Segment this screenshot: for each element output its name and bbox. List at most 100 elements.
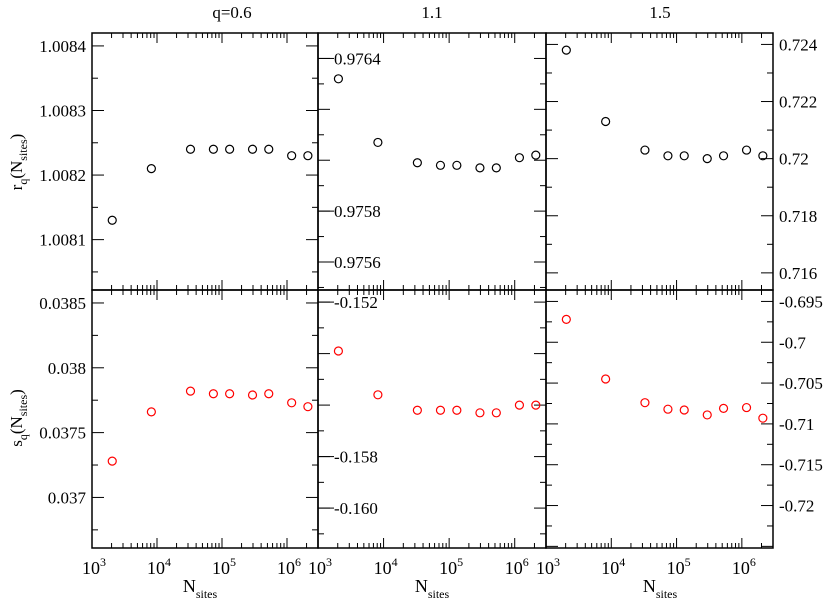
data-point: [679, 151, 689, 161]
data-point: [702, 154, 712, 164]
data-point: [107, 215, 117, 225]
data-point: [475, 163, 485, 173]
panel-bottom-right: 103 104 105 106 -0.72 -0.715 -0.71 -0.705 -0.7 -0…: [536, 289, 823, 578]
data-point: [373, 390, 383, 400]
data-point: [333, 74, 344, 84]
column-title-q11: 1.1: [421, 3, 442, 22]
data-point: [208, 144, 218, 154]
panel-top-right: 0.716 0.718 0.72 0.722 0.724: [545, 32, 818, 291]
data-point: [758, 413, 768, 423]
data-point: [452, 405, 462, 415]
data-point: [531, 400, 541, 410]
x-axis-label-right: Nsites: [643, 576, 678, 601]
data-point: [514, 153, 525, 163]
data-point: [718, 403, 729, 413]
data-point: [452, 160, 462, 170]
x-tick-label: 103: [82, 555, 106, 578]
y-tick-label: 0.72: [779, 150, 809, 169]
y-tick-label: 0.716: [779, 264, 817, 283]
data-point: [412, 158, 422, 168]
y-tick-label: 0.0385: [39, 294, 86, 313]
data-point: [601, 116, 611, 127]
data-point: [303, 151, 313, 161]
data-point: [702, 410, 712, 420]
x-tick-label: 105: [439, 555, 463, 578]
data-point: [264, 389, 274, 399]
plot-frame: [545, 32, 774, 291]
data-point: [640, 145, 650, 155]
data-point: [146, 164, 156, 174]
data-point: [514, 400, 525, 410]
x-tick-label: 105: [667, 555, 691, 578]
panel-top-middle: 0.9756 0.9758 0.9764: [317, 32, 547, 291]
data-point: [208, 389, 218, 399]
x-tick-label: 104: [601, 555, 625, 578]
panel-bottom-left: 103 104 105 106 0.037 0.0375 0.038 0.0385: [39, 289, 319, 578]
y-tick-label: 0.724: [779, 35, 818, 54]
x-tick-label: 106: [732, 555, 756, 578]
y-tick-label: -0.7: [779, 333, 806, 352]
data-point: [225, 389, 235, 399]
x-tick-label: 106: [505, 555, 529, 578]
y-tick-label: -0.158: [334, 448, 378, 467]
y-tick-label: 1.0083: [39, 101, 86, 120]
data-point: [146, 407, 156, 417]
data-point: [412, 405, 422, 415]
data-point: [718, 151, 729, 161]
x-tick-label: 105: [212, 555, 236, 578]
data-point: [640, 398, 650, 408]
column-title-q15: 1.5: [649, 3, 670, 22]
data-point: [247, 390, 258, 400]
x-tick-label: 103: [308, 555, 332, 578]
plot-frame: [91, 289, 319, 549]
data-point: [561, 45, 571, 55]
y-tick-label: -0.71: [779, 415, 814, 434]
column-title-q06: q=0.6: [212, 3, 251, 22]
data-point: [333, 346, 344, 356]
data-point: [264, 144, 274, 154]
panel-bottom-middle: 103 104 105 106 -0.160 -0.158 -0.152: [308, 289, 547, 578]
y-tick-label: -0.160: [334, 499, 378, 518]
data-point: [185, 386, 196, 396]
data-point: [741, 402, 752, 413]
x-tick-label: 104: [374, 555, 398, 578]
y-tick-label: 0.038: [48, 359, 86, 378]
panel-top-left: 1.0081 1.0082 1.0083 1.0084: [39, 32, 319, 291]
data-point: [663, 151, 673, 161]
x-tick-label: 104: [147, 555, 171, 578]
y-tick-label: 1.0081: [39, 231, 86, 250]
data-point: [475, 408, 485, 418]
y-tick-label: -0.695: [779, 292, 823, 311]
x-tick-label: 103: [536, 555, 560, 578]
data-point: [185, 144, 196, 154]
data-point: [561, 314, 571, 324]
data-point: [531, 150, 541, 160]
y-tick-label: 0.037: [48, 488, 87, 507]
y-tick-label: 0.722: [779, 93, 817, 112]
y-tick-label: 0.9758: [334, 202, 381, 221]
top-y-axis-label: rq(Nsites): [7, 134, 30, 191]
data-point: [491, 163, 501, 173]
y-tick-label: -0.72: [779, 497, 814, 516]
data-point: [758, 151, 768, 161]
plot-frame: [545, 289, 774, 549]
y-tick-label: 0.0375: [39, 424, 86, 443]
data-point: [741, 145, 752, 155]
x-tick-label: 106: [277, 555, 301, 578]
x-axis-label-left: Nsites: [183, 576, 218, 601]
data-point: [679, 405, 689, 415]
y-tick-label: 1.0082: [39, 166, 86, 185]
y-tick-label: 0.718: [779, 207, 817, 226]
y-tick-label: 1.0084: [39, 37, 86, 56]
data-point: [491, 408, 501, 418]
data-point: [247, 144, 258, 154]
data-point: [373, 137, 383, 148]
plot-frame: [91, 32, 319, 291]
data-point: [435, 405, 446, 415]
x-axis-label-middle: Nsites: [415, 576, 450, 601]
data-point: [287, 151, 297, 161]
y-tick-label: 0.9764: [334, 49, 381, 68]
y-tick-label: -0.715: [779, 456, 823, 475]
data-point: [287, 398, 297, 408]
